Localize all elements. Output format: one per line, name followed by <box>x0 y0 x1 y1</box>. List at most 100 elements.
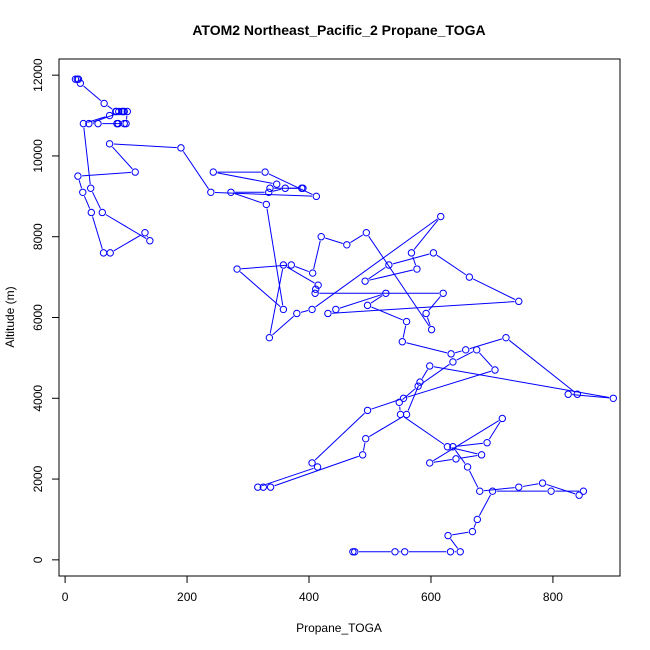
data-point <box>332 305 340 314</box>
series-segment <box>92 216 103 249</box>
series-segment <box>406 342 448 354</box>
data-point <box>287 261 296 269</box>
series-segment <box>392 253 430 265</box>
series-segment <box>286 266 315 284</box>
data-point <box>473 346 481 354</box>
data-point <box>456 548 464 556</box>
series-segment <box>239 271 281 308</box>
data-point <box>358 451 367 459</box>
data-point <box>272 180 281 188</box>
data-point <box>477 451 486 459</box>
series-segment <box>83 127 91 185</box>
data-point <box>79 119 88 128</box>
series-segment <box>413 219 439 250</box>
data-point <box>261 168 269 176</box>
series-segment <box>421 363 450 385</box>
series-segment <box>371 306 403 321</box>
data-point <box>115 107 123 116</box>
data-point <box>538 479 547 487</box>
series-segment <box>369 416 404 437</box>
series-segment <box>272 188 282 192</box>
data-point <box>463 463 472 471</box>
data-point <box>308 269 317 277</box>
data-point <box>120 119 128 128</box>
data-point <box>609 394 617 402</box>
data-point <box>426 362 434 370</box>
data-point <box>402 410 411 419</box>
series-segment <box>368 266 386 280</box>
series-segment <box>478 494 492 516</box>
data-point <box>437 212 445 221</box>
data-point <box>254 483 262 491</box>
y-axis: 0 2000 4000 6000 8000 10000 12000 <box>31 58 60 563</box>
data-point <box>314 281 322 289</box>
data-point <box>575 491 583 499</box>
series-segment <box>371 399 400 410</box>
data-point <box>452 455 460 463</box>
data-point <box>146 237 154 245</box>
data-point <box>465 273 474 281</box>
data-point <box>120 107 128 116</box>
data-point <box>317 233 325 241</box>
series-segment <box>272 315 294 336</box>
data-point <box>98 208 106 217</box>
series-segment <box>313 240 321 270</box>
data-point <box>422 309 430 318</box>
series-segment <box>402 325 407 338</box>
data-point <box>308 459 316 467</box>
series-segment <box>295 266 309 273</box>
data-point <box>85 119 93 128</box>
series-segment <box>82 171 132 177</box>
series-segment <box>83 195 91 209</box>
data-point <box>112 107 120 116</box>
series-segment <box>455 350 462 354</box>
data-point <box>564 390 572 398</box>
series-segment <box>433 459 452 463</box>
data-point <box>382 289 390 297</box>
series-segment <box>234 193 263 204</box>
data-point <box>105 140 114 148</box>
y-tick-label: 8000 <box>31 223 45 250</box>
data-point <box>105 111 114 120</box>
series-segment <box>112 146 133 170</box>
series-segment <box>368 235 430 327</box>
data-point <box>363 301 372 310</box>
series-segment <box>92 191 101 209</box>
data-point <box>351 548 359 556</box>
data-point <box>398 338 407 346</box>
data-point <box>266 184 274 192</box>
data-point <box>363 406 372 415</box>
series-points <box>71 75 617 556</box>
data-point <box>426 459 434 467</box>
x-axis-label: Propane_TOGA <box>296 621 382 635</box>
data-point <box>502 333 510 342</box>
series-segment <box>113 143 177 149</box>
data-point <box>547 487 555 495</box>
series-segment <box>421 369 429 379</box>
data-point <box>299 184 307 192</box>
series-segment <box>522 483 539 487</box>
series-segment <box>261 467 314 487</box>
series-segment <box>546 483 576 495</box>
series-segment <box>456 351 474 361</box>
series-segment <box>402 388 416 400</box>
data-point <box>473 515 482 524</box>
data-point <box>362 434 370 443</box>
data-point <box>413 265 421 273</box>
series-segment <box>369 269 413 281</box>
series-segment <box>468 470 479 488</box>
series-segment <box>274 455 359 487</box>
data-point <box>395 398 403 407</box>
series-lines <box>78 85 610 553</box>
data-point <box>462 346 470 354</box>
x-axis: 0 200 400 600 800 <box>62 575 563 604</box>
data-point <box>391 548 399 556</box>
series-segment <box>479 352 493 368</box>
data-point <box>94 119 102 128</box>
data-point <box>279 261 288 269</box>
data-point <box>87 208 96 217</box>
series-segment <box>83 85 102 102</box>
data-point <box>123 107 131 116</box>
data-point <box>79 188 87 196</box>
